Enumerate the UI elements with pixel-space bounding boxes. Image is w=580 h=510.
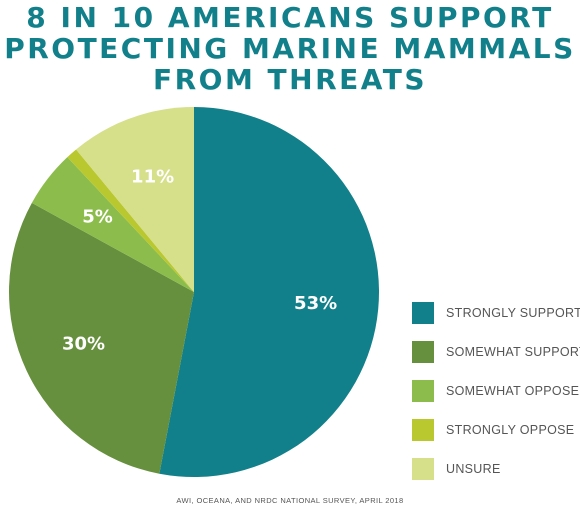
slice-label: 53% (294, 293, 337, 314)
pie-slice-somewhat-support (9, 202, 194, 474)
chart-title-line: FROM THREATS (152, 63, 428, 96)
legend-item: SOMEWHAT SUPPORT (412, 339, 580, 364)
pie-slice-strongly-support (159, 106, 380, 478)
legend-label: SOMEWHAT SUPPORT (446, 344, 580, 359)
chart-title-line: PROTECTING MARINE MAMMALS (4, 32, 576, 65)
legend-label: UNSURE (446, 461, 501, 476)
pie-slice-strongly-oppose (67, 149, 194, 292)
legend-swatch (412, 457, 434, 480)
source-note: AWI, OCEANA, AND NRDC NATIONAL SURVEY, A… (176, 496, 404, 505)
legend-item: STRONGLY OPPOSE (412, 417, 580, 442)
legend-label: STRONGLY OPPOSE (446, 422, 575, 437)
legend-swatch (412, 340, 434, 363)
legend-item: STRONGLY SUPPORT (412, 300, 580, 325)
legend-swatch (412, 379, 434, 402)
slice-label: 5% (82, 207, 113, 228)
legend-swatch (412, 418, 434, 441)
pie-slice-unsure (76, 107, 194, 292)
legend-label: STRONGLY SUPPORT (446, 305, 580, 320)
chart-title-line: 8 IN 10 AMERICANS SUPPORT (26, 1, 554, 34)
legend: STRONGLY SUPPORT SOMEWHAT SUPPORT SOMEWH… (412, 300, 580, 495)
legend-item: SOMEWHAT OPPOSE (412, 378, 580, 403)
chart-title: 8 IN 10 AMERICANS SUPPORT PROTECTING MAR… (0, 2, 580, 95)
legend-label: SOMEWHAT OPPOSE (446, 383, 580, 398)
legend-swatch (412, 301, 434, 324)
slice-label: 11% (131, 167, 174, 188)
legend-item: UNSURE (412, 456, 580, 481)
pie-slice-somewhat-oppose (31, 157, 194, 292)
slice-label: 30% (62, 334, 105, 355)
